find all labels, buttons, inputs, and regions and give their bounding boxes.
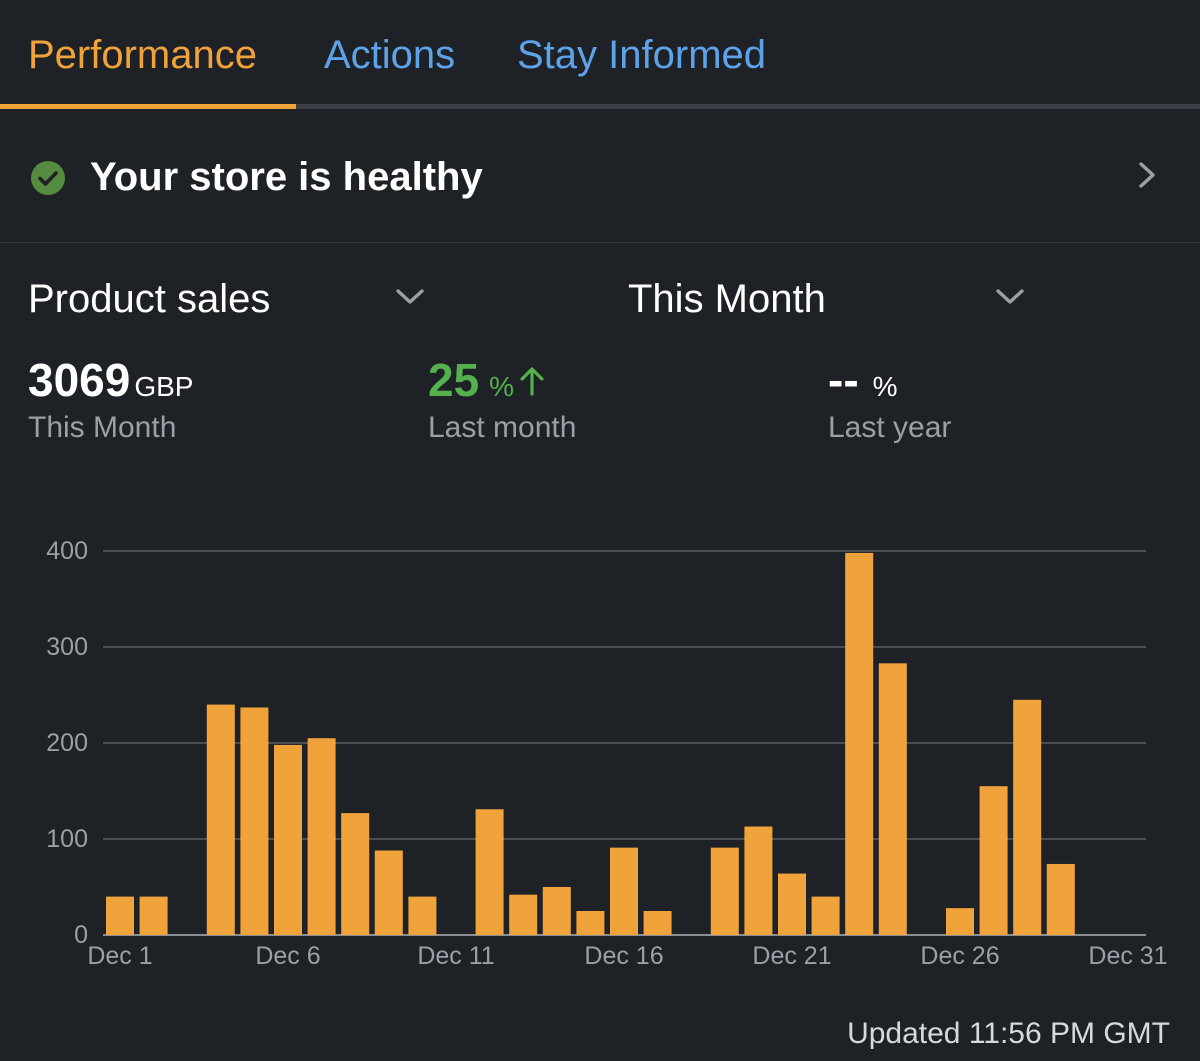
sales-bar-chart: 0 100 200 300 400 Dec 1 Dec 6 Dec 11 Dec 16 Dec 2…	[46, 537, 1167, 970]
updated-timestamp: Updated 11:56 PM GMT	[847, 1017, 1170, 1050]
chevron-down-icon	[996, 289, 1024, 304]
last-year-unit: %	[872, 371, 898, 402]
last-year-value: --	[828, 354, 859, 406]
y-tick-label: 200	[46, 729, 88, 757]
bar-dec-21	[778, 873, 806, 935]
bar-dec-24	[878, 663, 907, 935]
bar-dec-8	[341, 813, 370, 935]
bar-dec-28	[1013, 699, 1042, 935]
last-month-value: 25	[428, 354, 480, 406]
last-month-caption: Last month	[428, 411, 577, 444]
sales-unit: GBP	[134, 371, 194, 402]
stat-last-month: 25% Last month	[428, 354, 576, 444]
bar-dec-9	[374, 850, 403, 935]
sales-caption: This Month	[28, 411, 177, 444]
bar-dec-6	[274, 744, 302, 935]
bar-dec-15	[576, 911, 605, 935]
period-dropdown-label: This Month	[628, 277, 826, 321]
y-tick-label: 400	[46, 537, 88, 565]
x-tick-label: Dec 6	[255, 942, 320, 970]
bar-dec-19	[710, 847, 739, 935]
x-tick-label: Dec 21	[752, 942, 831, 970]
active-tab-indicator	[0, 104, 296, 109]
sales-value: 3069	[28, 354, 131, 406]
tab-performance[interactable]: Performance	[28, 33, 257, 77]
bar-dec-27	[979, 786, 1008, 935]
bar-dec-7	[307, 738, 336, 935]
bar-dec-16	[610, 847, 638, 935]
bar-dec-20	[744, 826, 773, 935]
check-circle-icon	[31, 161, 65, 195]
bar-dec-17	[643, 911, 672, 935]
chevron-right-icon	[1139, 162, 1155, 188]
x-tick-label: Dec 31	[1088, 942, 1167, 970]
stat-last-year: --% Last year	[828, 354, 951, 444]
bar-dec-13	[509, 894, 538, 935]
x-tick-label: Dec 11	[417, 942, 494, 970]
arrow-up-icon	[520, 367, 544, 396]
store-health-row[interactable]: Your store is healthy	[0, 110, 1200, 243]
period-dropdown[interactable]: This Month	[628, 270, 1028, 326]
bar-dec-23	[845, 552, 874, 935]
stat-sales: 3069 GBP This Month	[28, 354, 194, 444]
bar-dec-14	[542, 887, 571, 935]
last-year-caption: Last year	[828, 411, 952, 444]
metric-dropdown[interactable]: Product sales	[28, 270, 428, 326]
bar-dec-2	[139, 896, 168, 935]
bar-dec-26	[946, 908, 974, 935]
y-tick-label: 100	[46, 825, 88, 853]
store-health-text: Your store is healthy	[90, 155, 483, 199]
x-tick-label: Dec 26	[920, 942, 999, 970]
y-tick-label: 300	[46, 633, 88, 661]
tab-actions[interactable]: Actions	[324, 33, 456, 77]
x-tick-label: Dec 1	[87, 942, 152, 970]
bar-dec-4	[206, 704, 235, 935]
metric-dropdown-label: Product sales	[28, 277, 271, 321]
x-tick-label: Dec 16	[584, 942, 663, 970]
bar-dec-29	[1046, 863, 1075, 935]
bar-dec-5	[240, 707, 269, 935]
last-month-unit: %	[489, 371, 515, 402]
bar-dec-10	[408, 896, 437, 935]
bar-dec-22	[811, 896, 840, 935]
chevron-down-icon	[396, 289, 424, 304]
bar-dec-12	[475, 809, 504, 935]
tab-stay-informed[interactable]: Stay Informed	[517, 33, 767, 77]
tab-bar: Performance Actions Stay Informed	[0, 0, 1200, 110]
y-tick-label: 0	[74, 921, 88, 949]
bar-dec-1	[106, 896, 134, 935]
tab-track	[0, 104, 1200, 109]
